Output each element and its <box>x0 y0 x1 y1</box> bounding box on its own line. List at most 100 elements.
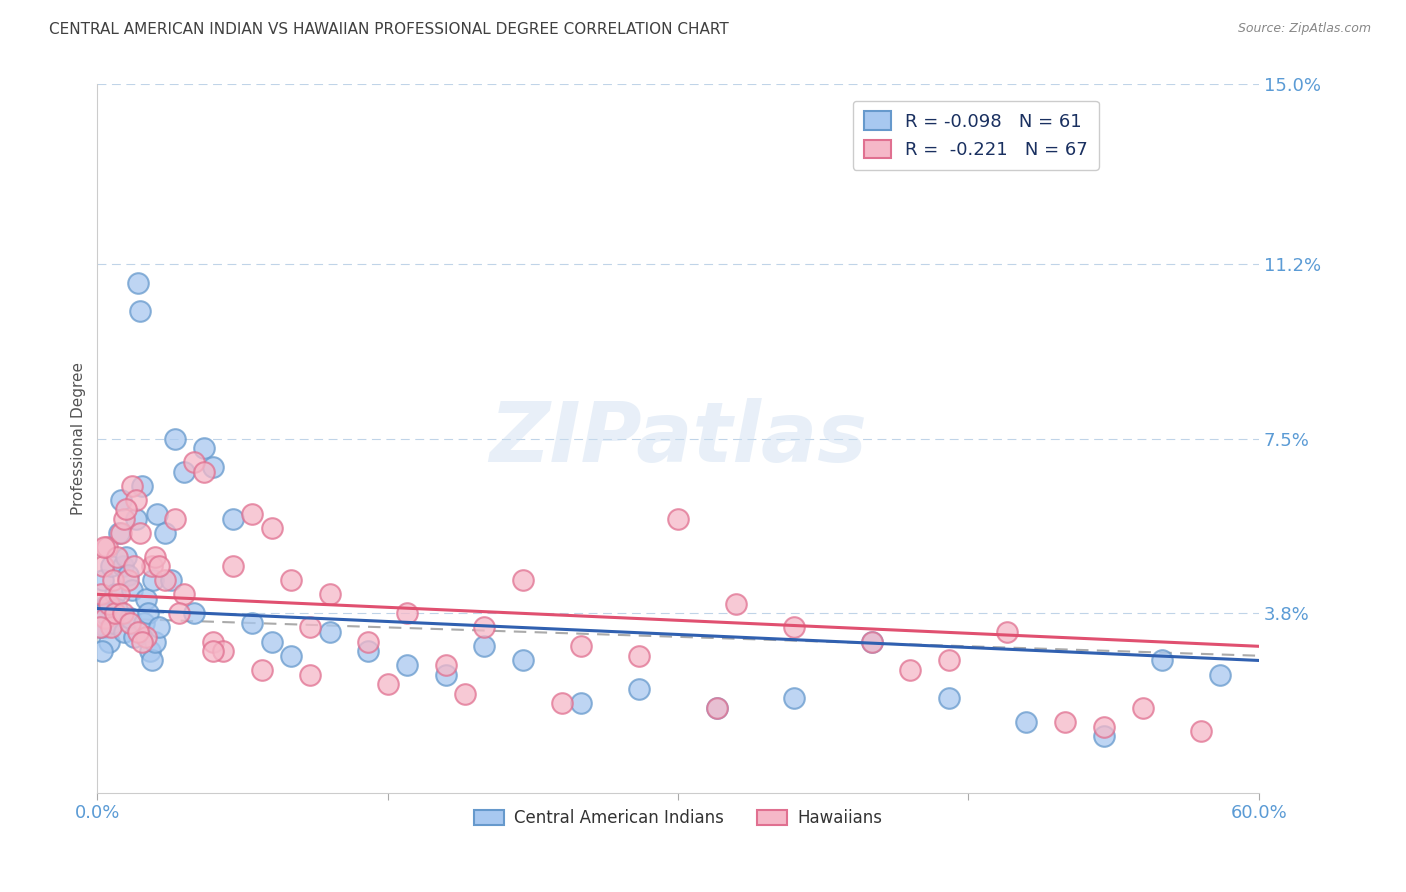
Point <box>318 587 340 601</box>
Point <box>240 507 263 521</box>
Point <box>160 573 183 587</box>
Point <box>260 521 283 535</box>
Point <box>898 663 921 677</box>
Point <box>101 573 124 587</box>
Point <box>107 526 129 541</box>
Point <box>202 644 225 658</box>
Point <box>90 587 112 601</box>
Point <box>117 573 139 587</box>
Point <box>202 459 225 474</box>
Point <box>1092 729 1115 743</box>
Point <box>125 512 148 526</box>
Point <box>628 681 651 696</box>
Point <box>357 644 380 658</box>
Point <box>183 455 205 469</box>
Text: Source: ZipAtlas.com: Source: ZipAtlas.com <box>1237 22 1371 36</box>
Point <box>706 700 728 714</box>
Point <box>104 606 127 620</box>
Point <box>260 634 283 648</box>
Point <box>138 644 160 658</box>
Point <box>91 559 114 574</box>
Point <box>148 559 170 574</box>
Point <box>193 441 215 455</box>
Point <box>96 540 118 554</box>
Point <box>136 606 159 620</box>
Point <box>122 630 145 644</box>
Point <box>860 634 883 648</box>
Point <box>121 479 143 493</box>
Point <box>135 630 157 644</box>
Point <box>280 648 302 663</box>
Point <box>129 304 152 318</box>
Point <box>114 512 136 526</box>
Point <box>434 658 457 673</box>
Point <box>357 634 380 648</box>
Point <box>100 620 122 634</box>
Point <box>1015 714 1038 729</box>
Point <box>783 691 806 706</box>
Point <box>153 573 176 587</box>
Point <box>995 625 1018 640</box>
Text: ZIPatlas: ZIPatlas <box>489 398 868 479</box>
Point <box>100 559 122 574</box>
Y-axis label: Professional Degree: Professional Degree <box>72 362 86 515</box>
Point <box>115 502 138 516</box>
Point <box>222 559 245 574</box>
Point <box>94 611 117 625</box>
Point <box>212 644 235 658</box>
Point <box>105 601 128 615</box>
Point <box>240 615 263 630</box>
Point <box>299 667 322 681</box>
Point <box>97 634 120 648</box>
Point <box>122 559 145 574</box>
Point <box>107 587 129 601</box>
Point <box>141 559 163 574</box>
Point <box>222 512 245 526</box>
Point <box>569 696 592 710</box>
Point <box>706 700 728 714</box>
Point <box>131 479 153 493</box>
Point <box>89 620 111 634</box>
Point <box>163 512 186 526</box>
Point <box>97 597 120 611</box>
Point <box>111 606 134 620</box>
Point <box>512 573 534 587</box>
Point <box>105 549 128 564</box>
Point <box>153 526 176 541</box>
Point <box>91 573 114 587</box>
Point <box>551 696 574 710</box>
Point <box>938 691 960 706</box>
Point <box>434 667 457 681</box>
Point <box>299 620 322 634</box>
Point <box>396 658 419 673</box>
Point <box>860 634 883 648</box>
Point <box>318 625 340 640</box>
Point <box>93 540 115 554</box>
Point <box>666 512 689 526</box>
Point <box>110 526 132 541</box>
Point <box>1092 720 1115 734</box>
Point <box>148 620 170 634</box>
Point <box>183 606 205 620</box>
Point <box>474 620 496 634</box>
Point <box>377 677 399 691</box>
Point <box>135 592 157 607</box>
Point <box>167 606 190 620</box>
Text: CENTRAL AMERICAN INDIAN VS HAWAIIAN PROFESSIONAL DEGREE CORRELATION CHART: CENTRAL AMERICAN INDIAN VS HAWAIIAN PROF… <box>49 22 728 37</box>
Point <box>512 653 534 667</box>
Point <box>1189 724 1212 739</box>
Point <box>120 611 142 625</box>
Point <box>173 587 195 601</box>
Point <box>141 653 163 667</box>
Point <box>454 686 477 700</box>
Point <box>173 465 195 479</box>
Point <box>115 549 138 564</box>
Point <box>145 549 167 564</box>
Point <box>163 432 186 446</box>
Point <box>129 526 152 541</box>
Point <box>396 606 419 620</box>
Point <box>725 597 748 611</box>
Point <box>127 625 149 640</box>
Point <box>93 606 115 620</box>
Point <box>110 492 132 507</box>
